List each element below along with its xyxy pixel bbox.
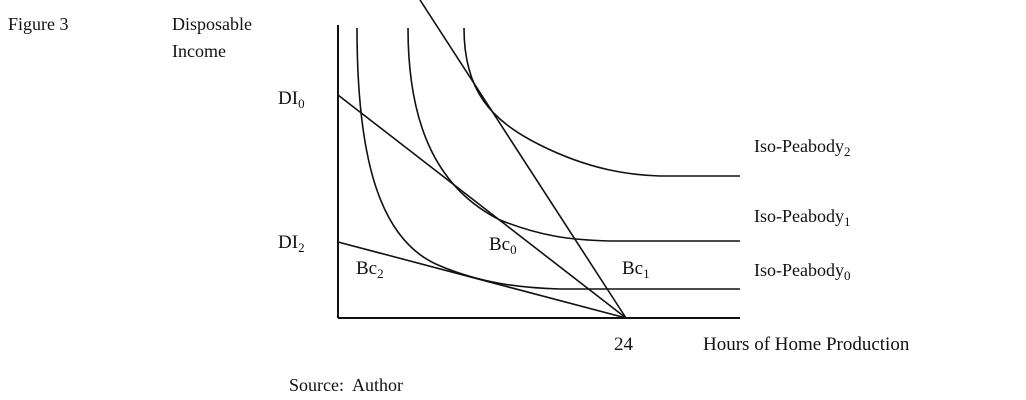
budget-label-bc2: Bc2: [356, 258, 384, 281]
curve-label-iso-peabody-1: Iso-Peabody1: [754, 206, 850, 229]
figure-label: Figure 3: [8, 14, 69, 34]
budget-line-bc0: [337, 94, 627, 319]
budget-label-bc1: Bc1: [622, 258, 650, 281]
curve-label-iso-peabody-0: Iso-Peabody0: [754, 260, 850, 283]
x-axis-label: Hours of Home Production: [703, 334, 910, 355]
budget-label-bc0: Bc0: [489, 234, 517, 257]
x-tick-24: 24: [614, 334, 634, 355]
y-tick-di0: DI0: [278, 88, 305, 111]
iso-peabody-1-curve: [407, 27, 740, 242]
y-axis-label-line2: Income: [172, 41, 226, 61]
curve-label-iso-peabody-2: Iso-Peabody2: [754, 136, 850, 159]
budget-line-bc1: [419, 0, 627, 319]
y-tick-di2: DI2: [278, 232, 305, 255]
iso-peabody-2-curve: [463, 27, 740, 177]
source-note: Source: Author: [289, 375, 403, 395]
iso-peabody-0-curve: [356, 27, 740, 290]
y-axis-label-line1: Disposable: [172, 14, 252, 34]
